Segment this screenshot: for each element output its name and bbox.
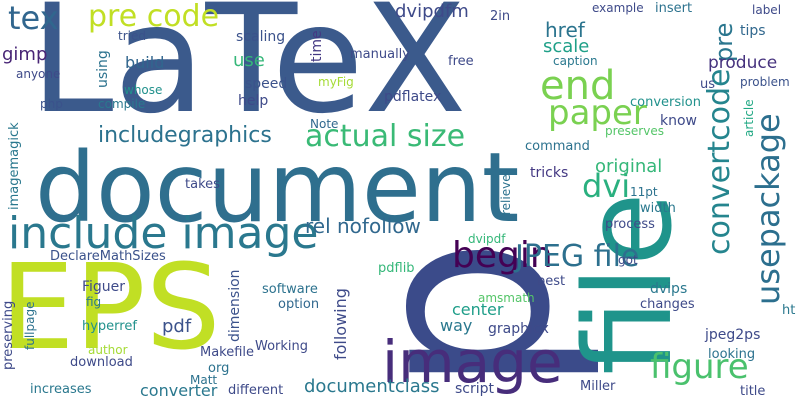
word-insert: insert bbox=[655, 1, 693, 16]
word-converter: converter bbox=[140, 381, 218, 400]
word-article: article bbox=[742, 99, 756, 137]
word-pdflatex: pdflatex bbox=[384, 89, 442, 105]
word-end: end bbox=[540, 63, 616, 109]
word-note: Note bbox=[310, 117, 339, 131]
word-11pt: 11pt bbox=[630, 185, 658, 199]
word-caption: caption bbox=[553, 54, 598, 68]
word-width: width bbox=[640, 201, 676, 216]
word-relieve: relieve bbox=[499, 174, 513, 215]
word-manually: manually bbox=[350, 47, 410, 62]
word-miller: Miller bbox=[580, 379, 616, 394]
word-myfig: myFig bbox=[318, 75, 354, 89]
word-dimension: dimension bbox=[227, 269, 243, 342]
word-pdf: pdf bbox=[162, 316, 192, 337]
word-speed: speed bbox=[245, 76, 288, 92]
word-figure: figure bbox=[650, 347, 749, 387]
word-working: Working bbox=[255, 339, 309, 354]
word-image: image bbox=[382, 328, 563, 396]
word-whose: whose bbox=[124, 83, 163, 97]
word-begin: begin bbox=[452, 235, 553, 276]
word-problem: problem bbox=[740, 75, 790, 89]
word-paper: paper bbox=[548, 93, 647, 133]
word-time: time bbox=[309, 30, 325, 62]
word-eps: EPS bbox=[0, 238, 221, 376]
word-2in: 2in bbox=[490, 9, 511, 24]
word-use: use bbox=[233, 50, 265, 71]
word-hyperref: hyperref bbox=[82, 319, 137, 334]
word-produce: produce bbox=[708, 53, 778, 73]
word-includegraphics: includegraphics bbox=[98, 123, 272, 148]
word-option: option bbox=[278, 297, 320, 312]
word-label: label bbox=[752, 3, 782, 17]
word-php: php bbox=[40, 97, 63, 111]
word-tricks: tricks bbox=[530, 165, 569, 181]
word-graphicx: graphicx bbox=[488, 321, 549, 337]
word-documentclass: documentclass bbox=[304, 376, 440, 397]
word-build: build bbox=[125, 53, 165, 72]
word-conversion: conversion bbox=[630, 95, 701, 110]
word-preserves: preserves bbox=[605, 124, 664, 138]
word-tips: tips bbox=[740, 23, 766, 39]
word-jpeg2ps: jpeg2ps bbox=[705, 327, 761, 343]
word-include-image: include image bbox=[8, 208, 319, 259]
word-free: free bbox=[448, 54, 474, 69]
word-different: different bbox=[228, 383, 284, 398]
word-author: author bbox=[88, 343, 128, 357]
word-title: title bbox=[740, 384, 766, 399]
word-scale: scale bbox=[543, 36, 590, 57]
word-best: best bbox=[537, 274, 566, 289]
word-jpeg-file: JPEG file bbox=[515, 239, 640, 274]
word-help: help bbox=[238, 93, 269, 109]
word-changes: changes bbox=[640, 297, 695, 312]
word-original: original bbox=[595, 156, 663, 177]
word-pre-code: pre code bbox=[88, 0, 220, 34]
word-org: org bbox=[208, 361, 230, 376]
word-way: way bbox=[440, 316, 473, 335]
word-using: using bbox=[95, 50, 111, 88]
word-tex: tex bbox=[8, 0, 59, 37]
word-latex: LaTeX bbox=[30, 0, 467, 147]
word-pdflib: pdflib bbox=[378, 261, 415, 276]
word-gimp: gimp bbox=[2, 44, 48, 65]
word-figuer: Figuer bbox=[82, 279, 126, 295]
word-dvi: dvi bbox=[582, 167, 631, 205]
word-tried: tried bbox=[118, 29, 146, 43]
word-process: process bbox=[605, 217, 655, 232]
word-preserving: preserving bbox=[1, 300, 16, 370]
word-anyone: anyone bbox=[16, 67, 61, 81]
word-command: command bbox=[525, 139, 590, 154]
word-following: following bbox=[331, 288, 350, 360]
word-center: center bbox=[452, 300, 504, 319]
word-got: got bbox=[618, 253, 638, 267]
word-fig: fig bbox=[86, 295, 102, 309]
word-compile: compile bbox=[98, 97, 146, 111]
word-makefile: Makefile bbox=[200, 345, 255, 360]
word-example: example bbox=[592, 1, 644, 15]
word-dvipdf: dvipdf bbox=[468, 232, 506, 246]
word-href: href bbox=[545, 18, 585, 42]
word-document: document bbox=[35, 132, 520, 244]
word-imagemagick: imagemagick bbox=[7, 122, 22, 210]
word-download: download bbox=[70, 355, 133, 370]
word-matt: Matt bbox=[190, 373, 218, 387]
word-scaling: scaling bbox=[236, 29, 286, 45]
word-declaremathsizes: DeclareMathSizes bbox=[50, 249, 166, 264]
word-looking: looking bbox=[708, 347, 756, 362]
word-takes: takes bbox=[185, 177, 220, 192]
word-ht: ht bbox=[782, 303, 796, 318]
word-know: know bbox=[660, 113, 697, 129]
word-script: script bbox=[455, 381, 495, 397]
word-usepackage: usepackage bbox=[749, 113, 787, 305]
word-dvipdfm: dvipdfm bbox=[395, 1, 469, 22]
word-increases: increases bbox=[30, 382, 92, 397]
word-amsmath: amsmath bbox=[478, 291, 535, 305]
word-dvips: dvips bbox=[650, 281, 688, 297]
word-software: software bbox=[262, 282, 318, 297]
word-actual-size: actual size bbox=[305, 119, 466, 154]
word-fullpage: fullpage bbox=[23, 301, 37, 350]
word-convertcode: convertcode bbox=[702, 68, 737, 255]
word-rel-nofollow: rel nofollow bbox=[305, 214, 421, 238]
word-us: us bbox=[700, 77, 716, 92]
